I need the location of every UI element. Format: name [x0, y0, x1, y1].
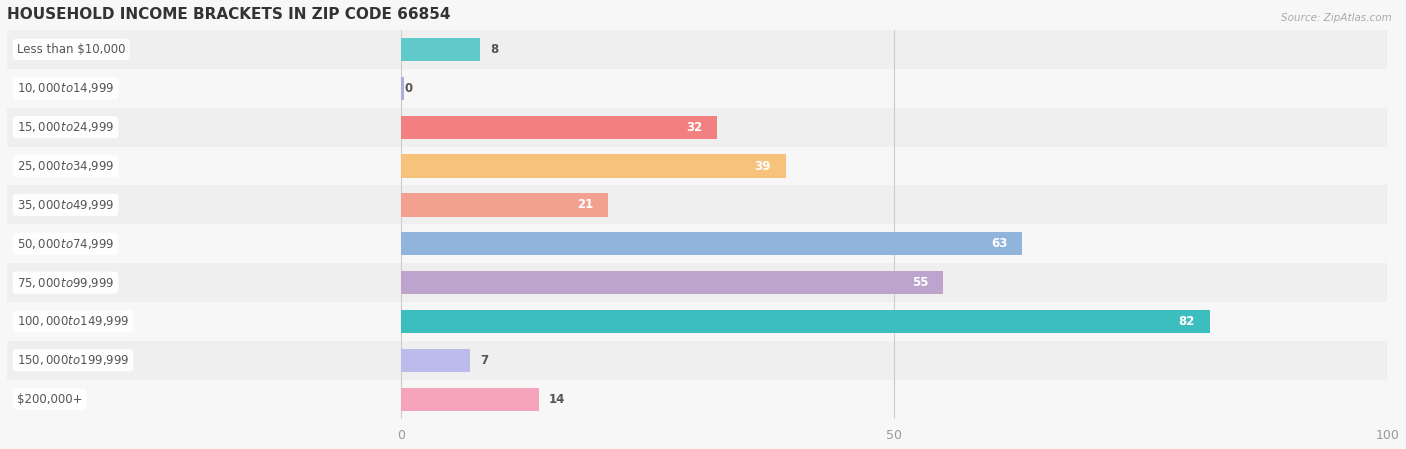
Text: $200,000+: $200,000+: [17, 393, 83, 406]
Text: $100,000 to $149,999: $100,000 to $149,999: [17, 314, 129, 329]
Bar: [7, 108, 1388, 147]
Bar: [401, 154, 786, 178]
Text: $15,000 to $24,999: $15,000 to $24,999: [17, 120, 114, 134]
Text: 21: 21: [578, 198, 593, 211]
Text: $35,000 to $49,999: $35,000 to $49,999: [17, 198, 114, 212]
Text: $75,000 to $99,999: $75,000 to $99,999: [17, 276, 114, 290]
Bar: [7, 30, 1388, 69]
Bar: [401, 271, 943, 294]
Bar: [401, 193, 609, 216]
Text: $10,000 to $14,999: $10,000 to $14,999: [17, 81, 114, 95]
Bar: [7, 302, 1388, 341]
Bar: [7, 69, 1388, 108]
Bar: [7, 147, 1388, 185]
Text: 63: 63: [991, 237, 1008, 250]
Text: 7: 7: [479, 354, 488, 367]
Bar: [401, 232, 1022, 255]
Text: $150,000 to $199,999: $150,000 to $199,999: [17, 353, 129, 367]
Bar: [401, 387, 540, 411]
Text: $50,000 to $74,999: $50,000 to $74,999: [17, 237, 114, 251]
Text: 55: 55: [912, 276, 929, 289]
Text: 14: 14: [550, 393, 565, 406]
Bar: [401, 38, 479, 61]
Bar: [401, 310, 1209, 333]
Bar: [7, 380, 1388, 418]
Text: 39: 39: [755, 159, 770, 172]
Bar: [7, 263, 1388, 302]
Bar: [7, 185, 1388, 224]
Bar: [7, 224, 1388, 263]
Bar: [401, 349, 470, 372]
Text: HOUSEHOLD INCOME BRACKETS IN ZIP CODE 66854: HOUSEHOLD INCOME BRACKETS IN ZIP CODE 66…: [7, 7, 450, 22]
Text: 8: 8: [491, 43, 498, 56]
Text: Source: ZipAtlas.com: Source: ZipAtlas.com: [1281, 13, 1392, 23]
Text: $25,000 to $34,999: $25,000 to $34,999: [17, 159, 114, 173]
Bar: [401, 77, 405, 100]
Bar: [7, 341, 1388, 380]
Text: 82: 82: [1178, 315, 1195, 328]
Text: 0: 0: [405, 82, 412, 95]
Text: Less than $10,000: Less than $10,000: [17, 43, 125, 56]
Bar: [401, 115, 717, 139]
Text: 32: 32: [686, 121, 702, 134]
